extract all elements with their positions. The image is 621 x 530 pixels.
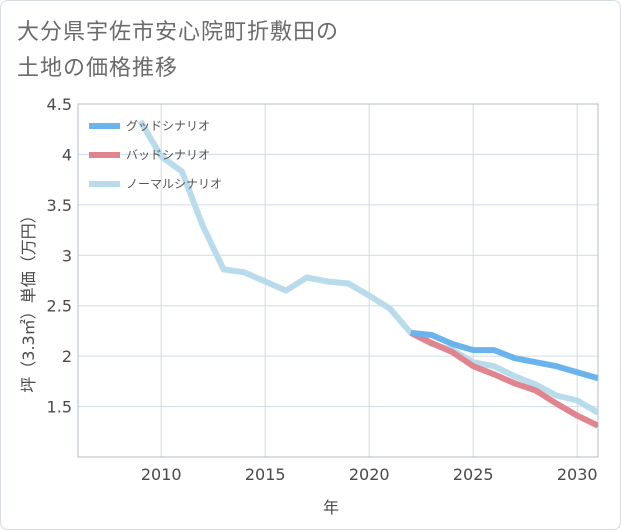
chart-title-line-1: 大分県宇佐市安心院町折敷田の	[17, 20, 340, 45]
legend-label-bad: バッドシナリオ	[126, 148, 210, 162]
legend-label-good: グッドシナリオ	[126, 119, 210, 133]
y-axis-title: 坪（3.3㎡）単価（万円）	[19, 207, 38, 392]
y-tick-label: 3.5	[47, 196, 72, 215]
plot-frame	[77, 103, 599, 458]
x-tick-label: 2015	[245, 465, 286, 484]
plot-area-border	[77, 103, 599, 458]
x-axis-title: 年	[323, 498, 339, 517]
tick-labels: 2010 2015 2020 2025 2030 1.5 2 2.5 3 3.5 4 4.5	[47, 95, 598, 484]
y-tick-label: 2	[62, 347, 72, 366]
y-tick-label: 4	[62, 145, 72, 164]
chart-title-line-2: 土地の価格推移	[17, 56, 179, 81]
legend-label-normal: ノーマルシナリオ	[126, 177, 222, 191]
chart-title: 大分県宇佐市安心院町折敷田の 土地の価格推移	[17, 15, 339, 87]
x-tick-label: 2030	[557, 465, 598, 484]
y-tick-label: 1.5	[47, 398, 72, 417]
series-lines	[137, 119, 598, 429]
series-line-bad	[409, 330, 598, 429]
x-tick-label: 2010	[141, 465, 182, 484]
x-tick-label: 2025	[453, 465, 494, 484]
x-tick-label: 2020	[349, 465, 390, 484]
y-tick-label: 4.5	[47, 95, 72, 114]
y-tick-label: 2.5	[47, 297, 72, 316]
series-line-good	[410, 329, 598, 382]
series-line-normal	[137, 119, 598, 416]
y-tick-label: 3	[62, 246, 72, 265]
